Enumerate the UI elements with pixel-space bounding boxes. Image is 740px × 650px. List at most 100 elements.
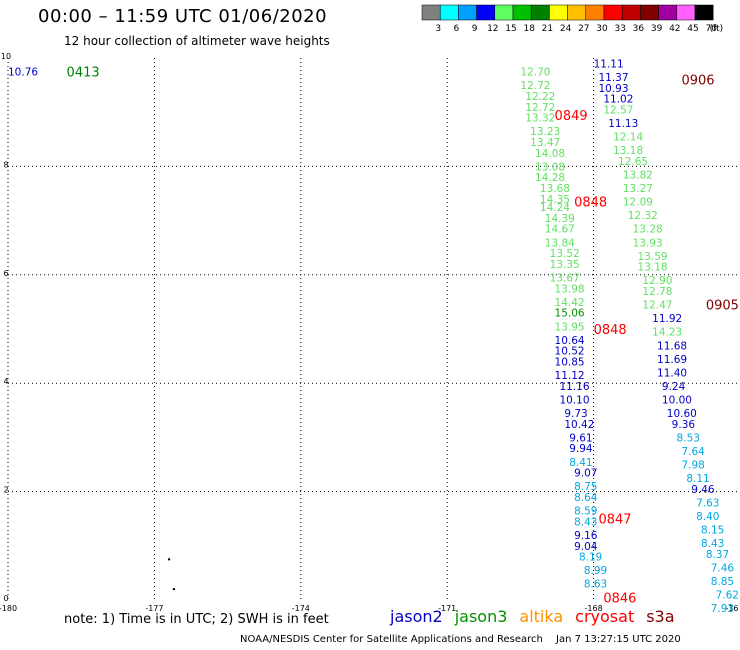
wave-height-value: 8.40 [696,511,719,523]
wave-height-value: 8.11 [686,473,709,485]
chart-title: 00:00 – 11:59 UTC 01/06/2020 [38,6,328,27]
y-tick-label: 6 [3,269,8,278]
wave-height-value: 8.59 [574,506,597,518]
wave-height-value: 13.52 [550,248,580,260]
wave-height-value: 13.67 [550,273,580,285]
wave-height-value: 13.59 [638,251,668,263]
footer-credit-row: NOAA/NESDIS Center for Satellite Applica… [240,634,691,645]
wave-height-value: 9.61 [569,432,592,444]
scale-label-30: 30 [596,24,608,34]
wave-height-value: 13.32 [525,113,555,125]
pass-time-label: 0846 [603,591,636,606]
scale-label-15: 15 [505,24,516,34]
wave-height-value: 11.16 [559,381,589,393]
scale-label-27: 27 [578,24,589,34]
observation-dot [167,558,171,561]
wave-height-value: 11.11 [594,58,624,70]
wave-height-value: 13.82 [623,170,653,182]
wave-height-value: 10.76 [8,67,38,79]
scale-unit: (ft) [710,24,724,34]
wave-height-value: 12.65 [618,156,648,168]
wave-height-value: 9.73 [564,408,587,420]
scale-label-12: 12 [487,24,498,34]
color-scale: 3 6 9 12 15 18 21 24 27 30 33 36 39 42 45 70(ft) [421,4,724,34]
wave-height-value: 12.72 [520,80,550,92]
wave-height-value: 13.93 [633,237,663,249]
wave-height-value: 10.85 [555,357,585,369]
wave-height-value: 13.18 [638,262,668,274]
y-tick-label: 2 [3,486,8,495]
wave-height-value: 9.94 [569,443,593,455]
scale-label-6: 6 [454,24,460,34]
scale-label-39: 39 [651,24,663,34]
wave-height-value: 11.92 [652,313,682,325]
wave-height-value: 14.42 [555,297,585,309]
wave-height-value: 8.63 [584,579,607,591]
scale-label-36: 36 [633,24,645,34]
legend-entry-cryosat: cryosat [575,607,635,626]
wave-height-value: 11.13 [608,118,638,130]
wave-height-value: 14.23 [652,327,682,339]
wave-height-value: 8.99 [584,565,607,577]
wave-height-value: 14.24 [540,202,570,214]
wave-height-value: 7.46 [711,562,735,574]
wave-height-value: 9.24 [662,381,686,393]
wave-height-value: 10.64 [555,335,585,347]
footer-note: note: 1) Time is in UTC; 2) SWH is in fe… [64,612,329,627]
wave-height-value: 13.18 [613,145,643,157]
wave-height-value: 8.41 [569,457,592,469]
scale-label-33: 33 [614,24,625,34]
y-tick-label: 4 [3,377,8,386]
wave-height-value: 12.14 [613,132,643,144]
pass-time-label: 0905 [706,299,739,314]
observation-dot [172,587,176,591]
wave-height-value: 13.23 [530,126,560,138]
y-tick-label: 8 [3,160,8,169]
credit-text: NOAA/NESDIS Center for Satellite Applica… [240,634,543,645]
wave-height-value: 10.10 [559,394,589,406]
scale-label-18: 18 [523,24,535,34]
wave-height-value: 12.70 [520,67,550,79]
wave-height-value: 12.09 [623,197,653,209]
wave-height-value: 8.64 [574,492,598,504]
wave-height-value: 15.06 [555,308,585,320]
scale-label-24: 24 [560,24,572,34]
wave-height-value: 13.08 [535,161,565,173]
pass-time-label: 0847 [598,513,631,528]
wave-height-value: 10.52 [555,346,585,358]
scale-label-3: 3 [435,24,441,34]
scale-swatch-70 [694,4,714,21]
pass-time-label: 0848 [594,323,627,338]
wave-height-value: 8.19 [579,552,602,564]
x-tick-label: -16 [725,604,738,613]
wave-height-value: 12.57 [603,104,633,116]
scale-label-21: 21 [542,24,553,34]
pass-time-label: 0848 [574,196,607,211]
legend-entry-jason2: jason2 [390,607,443,626]
wave-height-value: 9.16 [574,530,598,542]
wave-height-value: 8.85 [711,576,734,588]
wave-height-value: 13.28 [633,224,663,236]
wave-height-value: 11.37 [598,72,628,84]
wave-height-value: 10.60 [667,408,697,420]
wave-height-value: 13.95 [555,321,585,333]
satellite-legend: jason2 jason3 altika cryosat s3a [390,607,687,626]
wave-height-value: 12.32 [628,210,658,222]
x-tick-label: -168 [585,604,603,613]
wave-height-value: 13.27 [623,183,653,195]
wave-height-value: 9.36 [672,419,696,431]
scale-label-45: 45 [687,24,698,34]
generated-timestamp: Jan 7 13:27:15 UTC 2020 [556,634,681,645]
wave-height-value: 14.35 [540,194,570,206]
x-tick-label: -171 [438,604,456,613]
wave-height-value: 13.35 [550,259,580,271]
wave-height-value: 10.93 [598,83,628,95]
wave-height-value: 9.46 [691,484,715,496]
wave-height-value: 10.42 [564,419,594,431]
wave-height-value: 13.68 [540,183,570,195]
scale-label-42: 42 [669,24,680,34]
x-tick-label: -177 [145,604,163,613]
wave-height-value: 13.84 [545,237,575,249]
wave-height-value: 12.72 [525,102,555,114]
